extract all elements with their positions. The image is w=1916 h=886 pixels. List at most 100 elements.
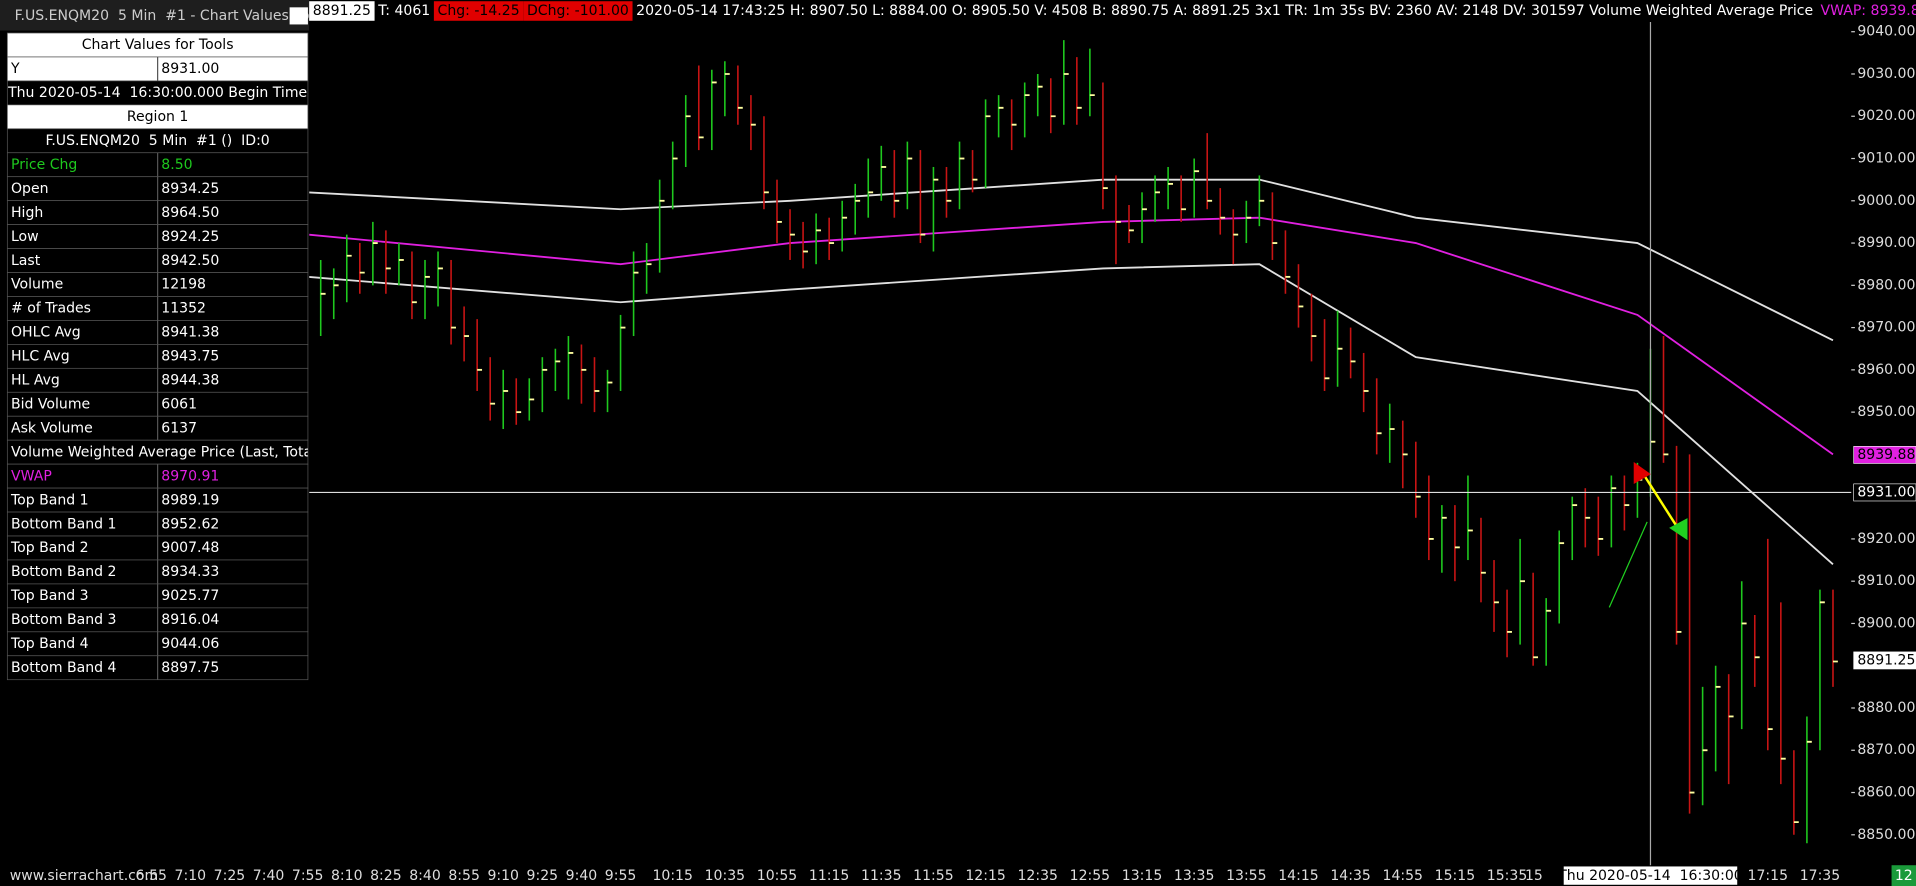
- panel-label: Top Band 4: [10, 636, 89, 652]
- panel-value: 8943.75: [161, 349, 219, 365]
- x-tick-label: 8:10: [331, 868, 363, 884]
- y-tick-label: 9000.00: [1857, 193, 1915, 209]
- status-box: [433, 1, 524, 21]
- y-tick-label: 9030.00: [1857, 66, 1915, 82]
- footer: www.sierrachart.com: [10, 868, 158, 884]
- panel-value: 11352: [161, 301, 206, 317]
- panel-value: 6061: [161, 397, 197, 413]
- panel-label: Volume: [11, 277, 63, 293]
- y-tick-label: 8870.00: [1857, 742, 1915, 758]
- y-tick-label: 8900.00: [1857, 615, 1915, 631]
- y-tick-label: 8980.00: [1857, 277, 1915, 293]
- x-tick-label: 7:55: [292, 868, 324, 884]
- x-tick-label: 11:55: [913, 868, 953, 884]
- x-tick-label: 14:35: [1330, 868, 1370, 884]
- panel-label: Volume Weighted Average Price (Last, Tot…: [11, 444, 330, 460]
- x-tick-label: 17:35: [1800, 868, 1840, 884]
- x-tick-label: 15: [1525, 868, 1543, 884]
- x-tick-label: 12:55: [1070, 868, 1110, 884]
- buy-marker: [1669, 518, 1688, 541]
- y-tick-label: 8950.00: [1857, 404, 1915, 420]
- corner-badge: 12: [1895, 868, 1913, 884]
- x-tick-label: 12:35: [1017, 868, 1057, 884]
- sell-marker: [1633, 461, 1651, 484]
- panel-value: 8970.91: [161, 468, 219, 484]
- panel-label: Ask Volume: [11, 420, 93, 436]
- panel-value: 8952.62: [161, 516, 219, 532]
- y-tick-label: 8990.00: [1857, 235, 1915, 251]
- y-tick-label: 8880.00: [1857, 700, 1915, 716]
- panel-label: Top Band 1: [10, 492, 89, 508]
- chart-area: 9040.00 9030.00 9020.00 9010.00 9000.00 8990.…: [135, 21, 1916, 886]
- x-tick-label: 8:40: [409, 868, 441, 884]
- x-tick-label: 14:55: [1383, 868, 1423, 884]
- y-tick-label: 8910.00: [1857, 573, 1915, 589]
- status-text: 8891.25: [313, 3, 371, 19]
- y-tick-label: 8970.00: [1857, 320, 1915, 336]
- x-tick-label: 14:15: [1278, 868, 1318, 884]
- price-label: 8939.88: [1857, 447, 1915, 463]
- panel-value: 8.50: [161, 157, 192, 173]
- panel-value: 9044.06: [161, 636, 219, 652]
- panel-label: Price Chg: [11, 157, 77, 173]
- cursor-time-label: Thu 2020-05-14 16:30:00: [1557, 868, 1743, 884]
- panel-label: # of Trades: [11, 301, 91, 317]
- y-tick-label: 9020.00: [1857, 108, 1915, 124]
- status-text: VWAP: 8939.88: [1821, 3, 1916, 19]
- status-bar: 8891.25 T: 4061 Chg: -14.25 DChg: -101.00 20…: [309, 1, 1916, 21]
- panel-label: Top Band 3: [10, 588, 89, 604]
- panel-label: Low: [11, 229, 39, 245]
- panel-value: 9025.77: [161, 588, 219, 604]
- panel-region: Region 1: [127, 109, 188, 125]
- x-tick-label: 10:55: [757, 868, 797, 884]
- x-tick-label: 13:35: [1174, 868, 1214, 884]
- panel-value: 8944.38: [161, 373, 219, 389]
- study-line: [309, 263, 1834, 565]
- panel-title: F.US.ENQM20 5 Min #1 - Chart Values For …: [15, 8, 355, 24]
- x-tick-label: 11:15: [809, 868, 849, 884]
- panel-label: Last: [11, 253, 41, 269]
- panel-value: 8916.04: [161, 612, 219, 628]
- panel-value: 6137: [161, 420, 197, 436]
- panel-label: Bottom Band 3: [11, 612, 116, 628]
- cursor-time-box: [1563, 866, 1738, 885]
- x-tick-label: 10:15: [652, 868, 692, 884]
- panel-label: HLC Avg: [11, 349, 70, 365]
- x-tick-label: 17:15: [1748, 868, 1788, 884]
- panel-value: 12198: [161, 277, 206, 293]
- panel-time: Thu 2020-05-14 16:30:00.000 Begin Time: [7, 85, 307, 101]
- panel-value: 8964.50: [161, 205, 219, 221]
- x-tick-label: 12:15: [965, 868, 1005, 884]
- x-tick-label: 15:35: [1487, 868, 1527, 884]
- panel-label: High: [11, 205, 43, 221]
- x-tick-label: 9:40: [566, 868, 598, 884]
- panel-value: 8941.38: [161, 325, 219, 341]
- x-tick-label: 9:10: [487, 868, 519, 884]
- drawing-tools: [1608, 461, 1688, 608]
- x-tick-label: 15:15: [1435, 868, 1475, 884]
- arrow-line: [1640, 469, 1679, 529]
- panel-label: Bottom Band 4: [11, 660, 117, 676]
- x-tick-label: 10:35: [705, 868, 745, 884]
- x-tick-label: 13:15: [1122, 868, 1162, 884]
- y-tick-label: 9040.00: [1857, 24, 1915, 40]
- x-tick-label: 7:40: [253, 868, 285, 884]
- panel-label: Bottom Band 2: [11, 564, 116, 580]
- panel-value: 8931.00: [161, 61, 219, 77]
- x-tick-label: 7:10: [175, 868, 207, 884]
- price-label: 8891.25: [1857, 652, 1915, 668]
- status-box: [309, 1, 375, 21]
- price-label-box: [1853, 483, 1916, 502]
- panel-value: 8924.25: [161, 229, 219, 245]
- panel-label: Y: [10, 61, 20, 77]
- y-tick-label: 8850.00: [1857, 827, 1915, 843]
- panel-label: VWAP: [11, 468, 52, 484]
- y-tick-label: 8920.00: [1857, 531, 1915, 547]
- x-tick-label: 9:55: [605, 868, 637, 884]
- panel-label: Bottom Band 1: [11, 516, 116, 532]
- panel-label: Bid Volume: [11, 397, 90, 413]
- panel-label: Top Band 2: [10, 540, 89, 556]
- x-tick-label: 8:25: [370, 868, 402, 884]
